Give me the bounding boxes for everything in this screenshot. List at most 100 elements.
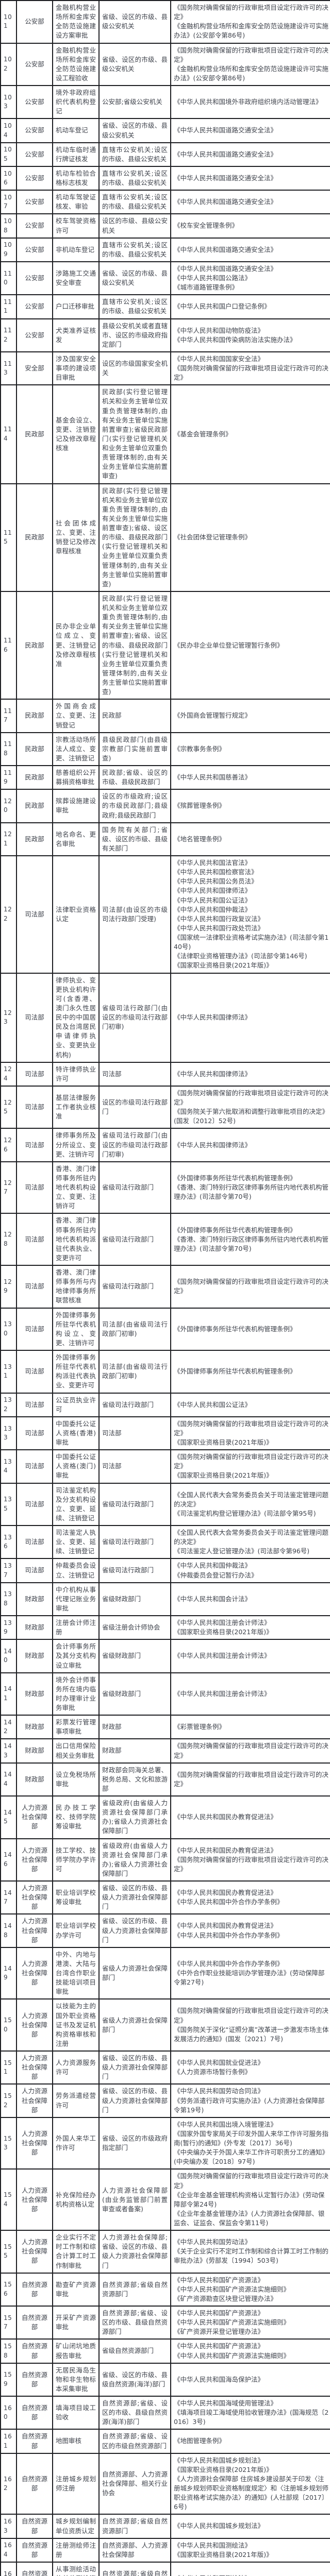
department-cell: 财政部 bbox=[17, 1616, 53, 1639]
table-row: 137 司法部 仲裁委员会设立、注销登记 省级司法行政部门 《中华人民共和国仲裁法》 《… bbox=[1, 1559, 330, 1583]
legal-basis-cell: 《中华人民共和国道路交通安全法》 《中华人民共和国公路法》 《城市道路管理条例》 bbox=[174, 264, 277, 292]
implementing-agency-cell: 省级注册会计师协会 bbox=[100, 1616, 171, 1639]
implementing-agency-cell: 省级司法行政部门 bbox=[100, 1214, 171, 1265]
item-name-cell: 司法鉴定机构及分支机构设立、变更、延续、注销登记 bbox=[53, 1483, 100, 1525]
legal-basis-cell: 《中华人民共和国慈善法》 bbox=[174, 773, 252, 782]
row-number-cell: 144 bbox=[1, 1763, 17, 1795]
item-name-cell: 设立免税场所审批 bbox=[53, 1763, 100, 1795]
legal-basis-cell: 《国务院对确需保留的行政审批项目设定行政许可的决定》 《金融机构营业场所和金库安… bbox=[174, 46, 329, 82]
department-cell: 财政部 bbox=[17, 1583, 53, 1615]
implementing-agency-cell: 民政部(实行登记管理机关和业务主管单位双重负责管理体制的,由有关业务主管单位实施… bbox=[100, 484, 171, 591]
table-row: 161 自然资源部 地图审核 自然资源部;省级、设区的市级自然资源部门 《地图管理条例》 bbox=[1, 2430, 330, 2454]
row-number-cell: 121 bbox=[1, 823, 17, 855]
item-name-cell: 填海项目竣工验收 bbox=[53, 2397, 100, 2429]
legal-basis-cell: 《中华人民共和国测绘法》 bbox=[171, 2563, 330, 2576]
implementing-agency-cell: 省级人力资源社会保障部门 bbox=[100, 1999, 171, 2050]
department-cell: 民政部 bbox=[17, 700, 53, 732]
row-number-cell: 128 bbox=[1, 1214, 17, 1265]
table-row: 160 自然资源部 填海项目竣工验收 自然资源部;省级、设区的市级、县级自然资源(海洋… bbox=[1, 2397, 330, 2430]
table-row: 153 人力资源社会保障部 外国人来华工作许可 省级、设区的市级政府指定部门 《中华人民… bbox=[1, 2117, 330, 2170]
row-number-cell: 136 bbox=[1, 1526, 17, 1558]
department-cell: 自然资源部 bbox=[17, 2515, 53, 2538]
table-row: 143 财政部 出口信用保险相关业务审批 财政部 《国务院对确需保留的行政审批项目设定行… bbox=[1, 1739, 330, 1764]
legal-basis-cell: 《中华人民共和国道路交通安全法》 bbox=[174, 150, 277, 158]
item-name-cell: 金融机构营业场所和金库安全防范设施建设方案审批 bbox=[53, 1, 100, 43]
implementing-agency-cell: 省级、设区的市级、县级公安机关 bbox=[100, 262, 171, 295]
row-number-cell: 117 bbox=[1, 700, 17, 732]
item-name-cell: 校车驾驶资格许可 bbox=[53, 214, 100, 238]
table-row: 150 人力资源社会保障部 以技能为主的国外职业资格证书及发证机构资格审核和注册 省级… bbox=[1, 1999, 330, 2052]
implementing-agency-cell: 自然资源部;省级、设区的市级、县级自然资源部门 bbox=[100, 2307, 171, 2339]
table-row: 120 民政部 殡葬设施建设审批 设区的市级政府;设区的市级民政部门;县级政府;县级民… bbox=[1, 790, 330, 823]
item-name-cell: 企业实行不定时工作制和综合计算工时工作制审批 bbox=[53, 2231, 100, 2273]
item-name-cell: 公证员执业许可 bbox=[53, 1393, 100, 1416]
implementing-agency-cell: 县级民政部门(由县级宗教部门实施前置审查) bbox=[100, 733, 171, 765]
department-cell: 司法部 bbox=[17, 1483, 53, 1525]
table-row: 130 司法部 外国律师事务所驻华代表机构设立、变更、注销许可 司法部(由省级司法行政… bbox=[1, 1308, 330, 1351]
table-row: 122 司法部 法律职业资格认定 司法部(由设区的市级司法行政部门受理) 《中华人民共和… bbox=[1, 856, 330, 974]
row-number-cell: 150 bbox=[1, 1999, 17, 2050]
implementing-agency-cell: 设区的市级、县级公安机关 bbox=[100, 214, 171, 238]
table-row: 110 公安部 涉路施工交通安全审查 省级、设区的市级、县级公安机关 《中华人民共和国道… bbox=[1, 262, 330, 296]
legal-basis-cell: 《社会团体登记管理条例》 bbox=[174, 533, 252, 541]
department-cell: 民政部 bbox=[17, 766, 53, 789]
legal-basis-cell: 《外国律师事务所驻华代表机构管理条例》 bbox=[174, 1367, 296, 1376]
implementing-agency-cell: 民政部(实行登记管理机关和业务主管单位双重负责管理体制的,由有关业务主管单位实施… bbox=[100, 385, 171, 483]
legal-basis-cell: 《中华人民共和国城乡规划法》 bbox=[174, 2522, 265, 2530]
item-name-cell: 机动车临时通行牌证核发 bbox=[53, 143, 100, 166]
item-name-cell: 基金会设立、变更、注销登记及修改章程核准 bbox=[53, 385, 100, 483]
legal-basis-cell: 《中华人民共和国动物防疫法》 《中华人民共和国传染病防治法实施办法》 bbox=[174, 326, 296, 344]
item-name-cell: 香港、澳门律师事务所与内地律师事务所联营核准 bbox=[53, 1266, 100, 1308]
table-row: 164 自然资源部 注册测绘师注册 自然资源部、人力资源社会保障部 《中华人民共和国测绘… bbox=[1, 2538, 330, 2563]
legal-basis-cell: 《地图管理条例》 bbox=[174, 2437, 226, 2445]
row-number-cell: 131 bbox=[1, 1351, 17, 1393]
legal-basis-cell: 《中华人民共和国公证法》 bbox=[174, 1400, 252, 1409]
implementing-agency-cell: 省级司法行政部门(由设区的市级司法行政部门初审) bbox=[100, 1129, 171, 1161]
table-row: 129 司法部 香港、澳门律师事务所与内地律师事务所联营核准 省级司法行政部门 《国务院… bbox=[1, 1266, 330, 1309]
row-number-cell: 140 bbox=[1, 1640, 17, 1672]
legal-basis-cell: 《中华人民共和国注册会计师法》 《国家职业资格目录(2021年版)》 bbox=[174, 1619, 273, 1636]
table-row: 154 人力资源社会保障部 补充保险经办机构资格认定 人力资源社会保障部(由业务监管部… bbox=[1, 2170, 330, 2231]
item-name-cell: 特许律师执业许可 bbox=[53, 1062, 100, 1086]
item-name-cell: 以技能为主的国外职业资格证书及发证机构资格审核和注册 bbox=[53, 1999, 100, 2050]
table-row: 114 民政部 基金会设立、变更、注销登记及修改章程核准 民政部(实行登记管理机关和业… bbox=[1, 385, 330, 484]
department-cell: 司法部 bbox=[17, 1266, 53, 1308]
table-row: 148 人力资源社会保障部 职业培训学校办学许可 省级、设区的市级、县级人力资源社会保… bbox=[1, 1914, 330, 1948]
department-cell: 人力资源社会保障部 bbox=[17, 1914, 53, 1947]
item-name-cell: 民办非企业单位成立、变更、注销登记及修改章程核准 bbox=[53, 591, 100, 699]
department-cell: 司法部 bbox=[17, 1450, 53, 1483]
item-name-cell: 彩票发行管理事项审批 bbox=[53, 1716, 100, 1739]
item-name-cell: 殡葬设施建设审批 bbox=[53, 790, 100, 822]
row-number-cell: 154 bbox=[1, 2170, 17, 2230]
implementing-agency-cell: 设区的市级国家安全机关 bbox=[100, 352, 171, 385]
implementing-agency-cell: 人力资源社会保障部;省级、设区的市级、县级人力资源社会保障部门 bbox=[100, 2231, 171, 2273]
legal-basis-cell: 《中华人民共和国矿产资源法》 《中华人民共和国矿产资源法实施细则》 bbox=[174, 2342, 290, 2360]
implementing-agency-cell: 国务院有关部门;省级、设区的市级、县级有关部门 bbox=[100, 823, 171, 855]
table-row: 113 安全部 涉及国家安全事项的建设项目审批 设区的市级国家安全机关 《中华人民共和国… bbox=[1, 352, 330, 386]
implementing-agency-cell: 省级司法行政部门 bbox=[100, 1526, 171, 1558]
implementing-agency-cell: 省级、设区的市级、县级人力资源社会保障部门 bbox=[100, 2052, 171, 2084]
department-cell: 人力资源社会保障部 bbox=[17, 1947, 53, 1999]
legal-basis-cell: 《外国商会管理暂行规定》 bbox=[174, 711, 252, 720]
table-row: 102 公安部 金融机构营业场所和金库安全防范设施建设工程验收 省级、设区的市级、县级… bbox=[1, 43, 330, 86]
row-number-cell: 159 bbox=[1, 2363, 17, 2396]
legal-basis-cell: 《中华人民共和国劳动法》 《关于企业实行不定时工作制和综合计算工时工作制的审批办… bbox=[174, 2238, 329, 2265]
implementing-agency-cell: 省级财政部门 bbox=[100, 1640, 171, 1672]
implementing-agency-cell: 省级司法行政部门 bbox=[100, 1393, 171, 1416]
table-row: 156 自然资源部 勘查矿产资源审批 自然资源部;省级自然资源部门 《中华人民共和国矿产… bbox=[1, 2273, 330, 2307]
table-row: 142 财政部 彩票发行管理事项审批 财政部 《彩票管理条例》 bbox=[1, 1716, 330, 1740]
table-row: 104 公安部 机动车登记 省级、设区的市级、县级公安机关 《中华人民共和国道路交通安全… bbox=[1, 119, 330, 143]
row-number-cell: 101 bbox=[1, 1, 17, 43]
department-cell: 人力资源社会保障部 bbox=[17, 2117, 53, 2169]
department-cell: 自然资源部 bbox=[17, 2562, 53, 2576]
legal-basis-cell: 《外国律师事务所驻华代表机构管理条例》 《香港、澳门特别行政区律师事务所驻内地代… bbox=[174, 1226, 329, 1252]
item-name-cell: 宗教活动场所法人成立、变更、注销登记 bbox=[53, 733, 100, 765]
legal-basis-cell: 《地名管理条例》 bbox=[174, 835, 226, 843]
table-row: 115 民政部 社会团体成立、变更、注销登记及修改章程核准 民政部(实行登记管理机关和… bbox=[1, 484, 330, 592]
department-cell: 民政部 bbox=[17, 790, 53, 822]
table-row: 139 财政部 注册会计师注册 省级注册会计师协会 《中华人民共和国注册会计师法》 《国… bbox=[1, 1616, 330, 1640]
department-cell: 人力资源社会保障部 bbox=[17, 1882, 53, 1914]
table-row: 165自然资源部从事测绘活动的单位测绘资质审批自然资源部;省级自然资源部门《中华… bbox=[1, 2562, 330, 2576]
legal-basis-cell: 《宗教事务条例》 bbox=[174, 744, 226, 753]
legal-basis-cell: 《中华人民共和国律师法》 bbox=[174, 1141, 252, 1149]
